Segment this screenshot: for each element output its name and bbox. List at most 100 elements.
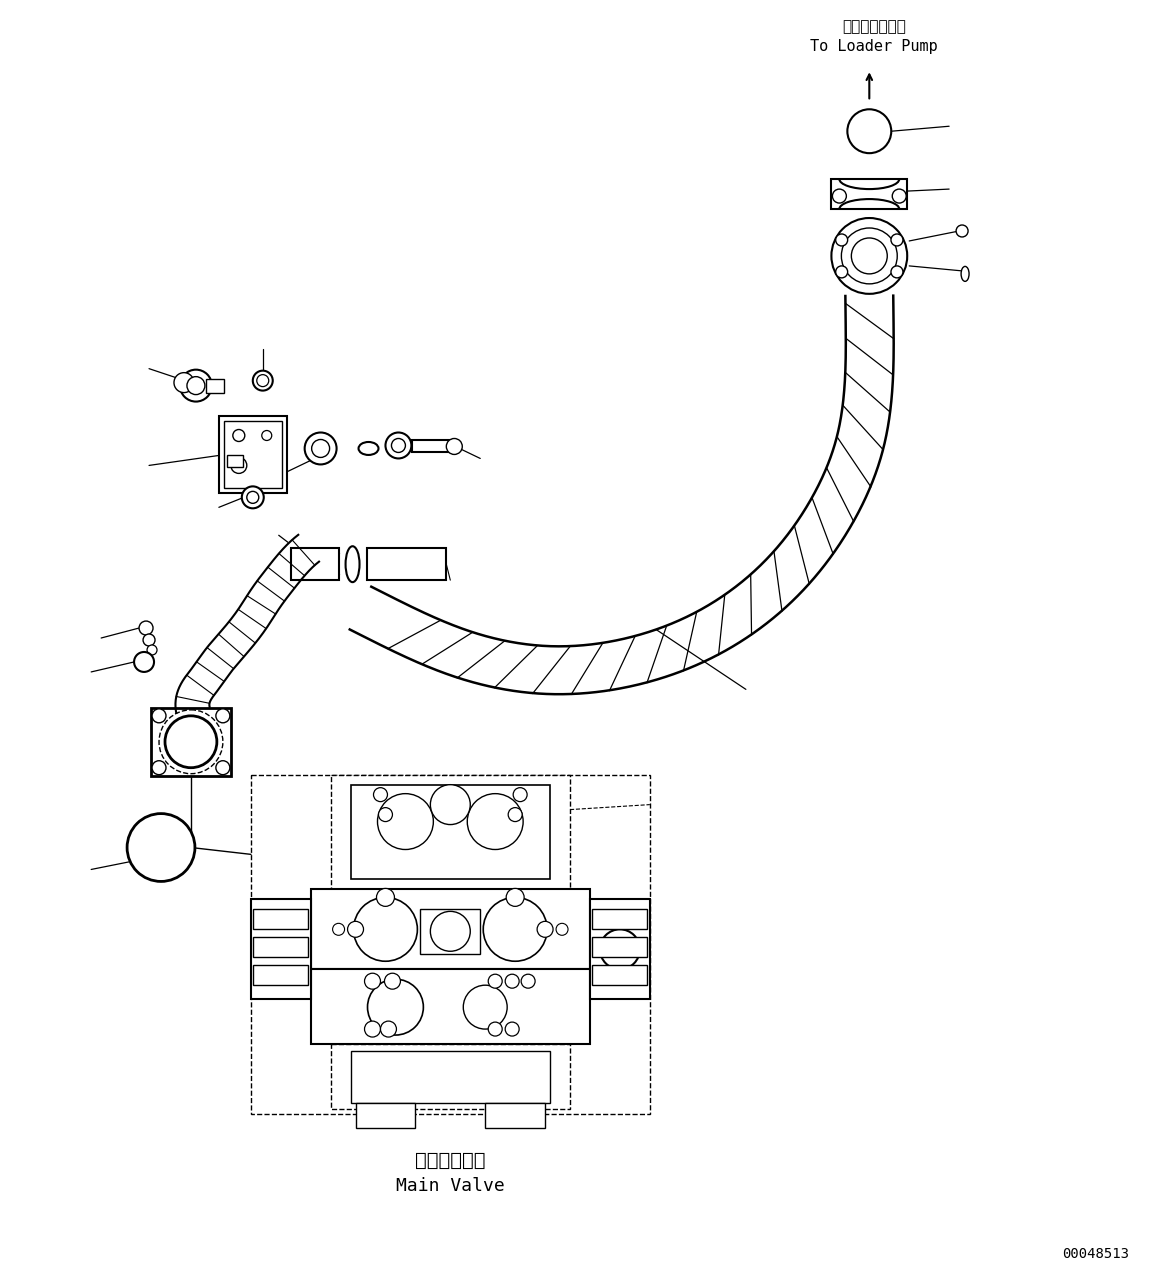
Bar	[590, 899, 650, 999]
Circle shape	[892, 189, 906, 203]
Text: Main Valve: Main Valve	[395, 1177, 505, 1195]
Circle shape	[600, 930, 640, 970]
Bar	[252, 909, 308, 930]
Circle shape	[488, 975, 502, 988]
Text: ローダポンプへ: ローダポンプへ	[842, 19, 906, 35]
Bar	[420, 909, 480, 954]
Bar	[311, 890, 590, 970]
Polygon shape	[176, 535, 319, 712]
Circle shape	[851, 238, 887, 274]
Bar	[366, 548, 447, 580]
Circle shape	[392, 439, 406, 453]
Circle shape	[836, 234, 848, 246]
Circle shape	[159, 710, 223, 774]
Circle shape	[848, 109, 891, 153]
Circle shape	[230, 458, 247, 473]
Circle shape	[556, 923, 568, 935]
Circle shape	[833, 189, 847, 203]
Ellipse shape	[345, 547, 359, 583]
Circle shape	[180, 369, 212, 401]
Circle shape	[242, 486, 264, 508]
Circle shape	[312, 440, 329, 458]
Circle shape	[378, 793, 434, 850]
Bar	[252, 966, 308, 985]
Circle shape	[508, 808, 522, 822]
Circle shape	[233, 430, 244, 441]
Circle shape	[165, 716, 216, 768]
Bar	[350, 784, 550, 880]
Bar	[252, 937, 308, 957]
Bar	[356, 1103, 415, 1128]
Circle shape	[333, 923, 344, 935]
Bar	[311, 970, 590, 1044]
Bar	[592, 909, 647, 930]
Circle shape	[140, 621, 154, 635]
Circle shape	[134, 652, 154, 671]
Circle shape	[468, 793, 523, 850]
Circle shape	[430, 912, 470, 952]
Circle shape	[505, 1022, 519, 1037]
Circle shape	[891, 234, 902, 246]
Bar	[330, 774, 570, 890]
Circle shape	[364, 1021, 380, 1037]
Circle shape	[373, 787, 387, 801]
Circle shape	[216, 709, 230, 723]
Circle shape	[488, 1022, 502, 1037]
Circle shape	[484, 898, 547, 961]
Circle shape	[247, 491, 259, 503]
Circle shape	[174, 373, 194, 392]
Circle shape	[368, 979, 423, 1035]
Circle shape	[380, 1021, 397, 1037]
Bar	[330, 1044, 570, 1109]
Circle shape	[841, 228, 897, 284]
Circle shape	[187, 377, 205, 395]
Bar	[832, 179, 907, 210]
Bar	[350, 1051, 550, 1103]
Ellipse shape	[358, 442, 378, 455]
Circle shape	[832, 219, 907, 293]
Text: To Loader Pump: To Loader Pump	[811, 40, 939, 54]
Bar	[592, 966, 647, 985]
Text: 00048513: 00048513	[1062, 1246, 1128, 1260]
Circle shape	[364, 974, 380, 989]
Circle shape	[506, 889, 525, 907]
Text: メインバルブ: メインバルブ	[415, 1151, 486, 1170]
Circle shape	[505, 975, 519, 988]
Circle shape	[891, 266, 902, 278]
Circle shape	[836, 266, 848, 278]
Circle shape	[354, 898, 418, 961]
Polygon shape	[350, 296, 893, 694]
Circle shape	[147, 646, 157, 655]
Circle shape	[252, 370, 273, 391]
Bar	[219, 415, 287, 494]
Circle shape	[463, 985, 507, 1029]
Bar	[485, 1103, 545, 1128]
Circle shape	[513, 787, 527, 801]
Ellipse shape	[961, 266, 969, 282]
Circle shape	[152, 709, 166, 723]
Circle shape	[378, 808, 392, 822]
Circle shape	[305, 432, 336, 464]
Circle shape	[521, 975, 535, 988]
Circle shape	[348, 921, 364, 937]
Bar	[291, 548, 338, 580]
Circle shape	[447, 439, 462, 454]
Bar	[251, 899, 311, 999]
Circle shape	[956, 225, 968, 237]
Circle shape	[430, 784, 470, 824]
Circle shape	[143, 634, 155, 646]
Bar	[592, 937, 647, 957]
Bar	[206, 378, 223, 392]
Bar	[251, 774, 650, 1114]
Circle shape	[152, 761, 166, 774]
Circle shape	[262, 431, 272, 441]
Bar	[413, 441, 455, 453]
Bar	[227, 455, 243, 467]
Circle shape	[216, 761, 230, 774]
Circle shape	[537, 921, 554, 937]
Circle shape	[385, 974, 400, 989]
Circle shape	[377, 889, 394, 907]
Circle shape	[127, 814, 195, 881]
Circle shape	[385, 432, 412, 458]
Circle shape	[257, 374, 269, 387]
